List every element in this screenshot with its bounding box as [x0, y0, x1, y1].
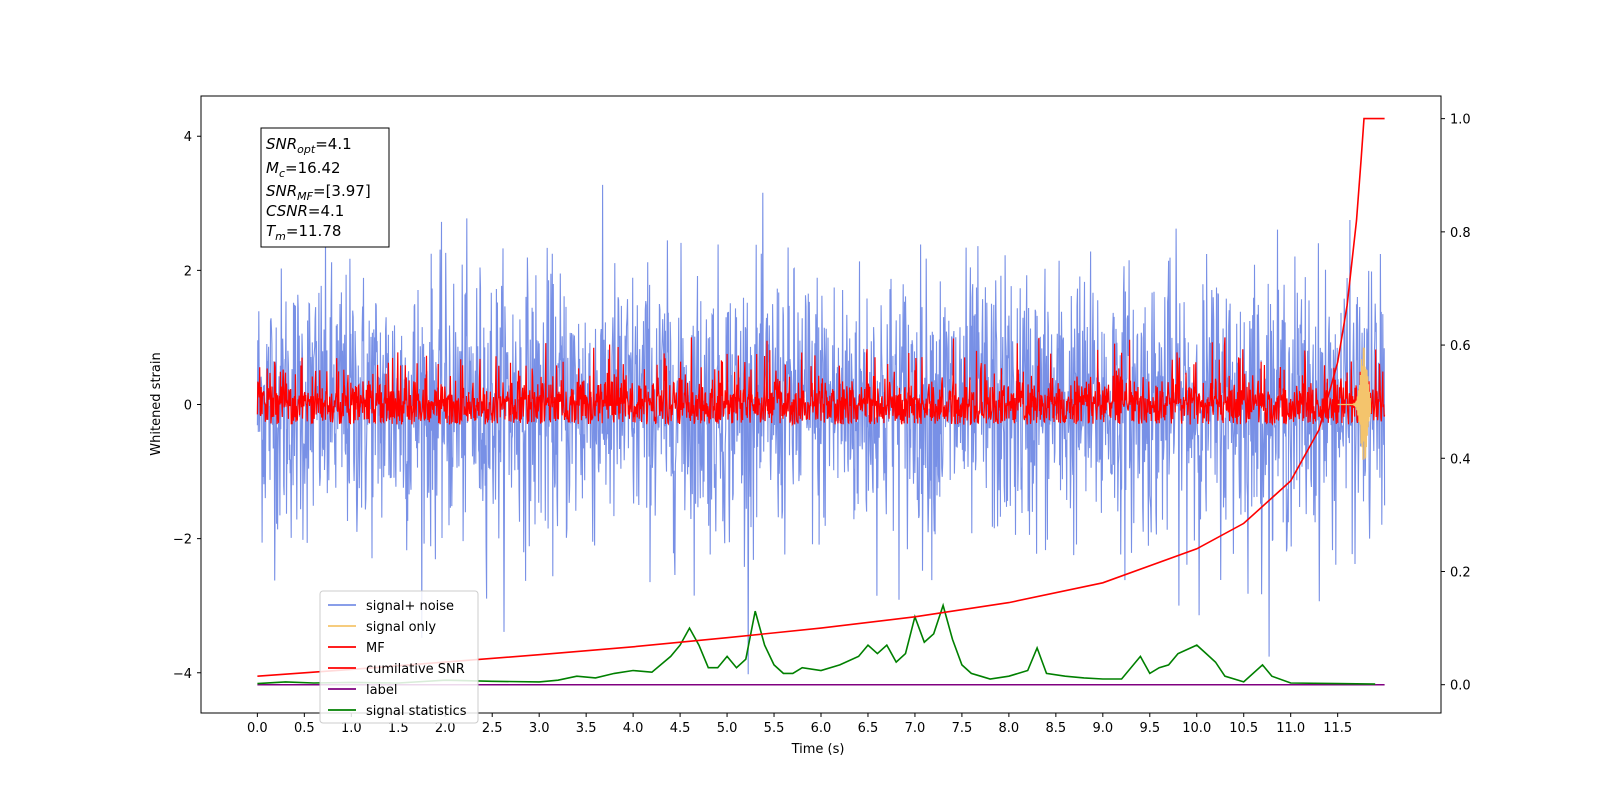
info-snr-opt: SNRopt=4.1 [266, 135, 352, 156]
legend-frame [319, 590, 479, 724]
x-tick-label: 4.0 [623, 721, 644, 736]
info-snr-mf-base: SNR [266, 182, 297, 200]
legend-label: cumilative SNR [366, 662, 465, 677]
y2-tick-label: 0.0 [1450, 679, 1471, 694]
info-csnr-base: CSNR [266, 202, 308, 220]
y2-tick-label: 0.4 [1450, 452, 1471, 467]
info-snr-opt-base: SNR [266, 135, 297, 153]
x-tick-label: 5.5 [764, 721, 785, 736]
x-tick-label: 0.5 [294, 721, 315, 736]
y-tick-label: 4 [184, 130, 192, 145]
info-snr-opt-value: =4.1 [315, 135, 351, 153]
info-box-frame [260, 127, 390, 248]
legend-label: MF [366, 641, 385, 656]
x-tick-label: 2.0 [435, 721, 456, 736]
legend-label: signal+ noise [366, 599, 454, 614]
x-tick-label: 2.5 [482, 721, 503, 736]
legend-label: signal statistics [366, 704, 467, 719]
x-tick-label: 1.5 [388, 721, 409, 736]
info-mc-sub: c [279, 167, 285, 180]
x-tick-label: 7.0 [905, 721, 926, 736]
info-snr-mf-sub: MF [297, 190, 313, 203]
info-snr-opt-sub: opt [297, 143, 316, 156]
legend-label: signal only [366, 620, 436, 635]
series-mf-line [256, 337, 1386, 427]
x-tick-label: 4.5 [670, 721, 691, 736]
series-signal-only-line [1337, 347, 1372, 460]
mf-layer [256, 337, 1386, 427]
legend: signal+ noise signal only MF cumilative SNR… [319, 590, 479, 724]
x-tick-label: 11.5 [1323, 721, 1352, 736]
x-tick-label: 1.0 [341, 721, 362, 736]
info-snr-mf-value: =[3.97] [313, 182, 371, 200]
x-tick-label: 10.5 [1229, 721, 1258, 736]
x-tick-label: 11.0 [1276, 721, 1305, 736]
x-tick-label: 6.5 [858, 721, 879, 736]
y2-tick-label: 1.0 [1450, 113, 1471, 128]
info-tm-base: T [266, 222, 277, 240]
series-cumulative-snr-line [257, 117, 1385, 677]
y-tick-label: −4 [173, 667, 192, 682]
info-mc-value: =16.42 [285, 159, 341, 177]
x-tick-label: 0.0 [247, 721, 268, 736]
info-csnr: CSNR=4.1 [266, 202, 344, 220]
x-tick-label: 5.0 [717, 721, 738, 736]
info-csnr-value: =4.1 [308, 202, 344, 220]
legend-label: label [366, 683, 397, 698]
info-tm-value: =11.78 [286, 222, 342, 240]
info-mc-base: M [266, 159, 279, 177]
y-axis-left: 4 2 0 −2 −4 [173, 130, 201, 682]
x-axis-label: Time (s) [791, 742, 845, 757]
info-mc: Mc=16.42 [266, 159, 341, 180]
info-box: SNRopt=4.1 Mc=16.42 SNRMF=[3.97] CSNR=4.… [260, 127, 390, 248]
y-tick-label: −2 [173, 533, 192, 548]
y2-tick-label: 0.8 [1450, 226, 1471, 241]
series-signal-statistics-line [257, 602, 1376, 685]
x-tick-label: 3.0 [529, 721, 550, 736]
y-axis-label: Whitened strain [149, 352, 164, 455]
x-tick-label: 7.5 [952, 721, 973, 736]
x-axis: 0.0 0.5 1.0 1.5 2.0 2.5 3.0 3.5 4.0 4.5 5.0 5.5 6.0 6… [247, 713, 1352, 736]
y2-tick-label: 0.2 [1450, 565, 1471, 580]
x-tick-label: 9.0 [1092, 721, 1113, 736]
y-tick-label: 0 [184, 399, 192, 414]
info-tm-sub: m [275, 230, 286, 243]
y-tick-label: 2 [184, 264, 192, 279]
y-axis-right: 1.0 0.8 0.6 0.4 0.2 0.0 [1441, 113, 1471, 694]
x-tick-label: 10.0 [1182, 721, 1211, 736]
x-tick-label: 9.5 [1139, 721, 1160, 736]
info-snr-mf: SNRMF=[3.97] [266, 182, 371, 203]
x-tick-label: 3.5 [576, 721, 597, 736]
x-tick-label: 8.5 [1046, 721, 1067, 736]
y2-tick-label: 0.6 [1450, 339, 1471, 354]
x-tick-label: 8.0 [999, 721, 1020, 736]
info-tm: Tm=11.78 [266, 222, 341, 243]
x-tick-label: 6.0 [811, 721, 832, 736]
